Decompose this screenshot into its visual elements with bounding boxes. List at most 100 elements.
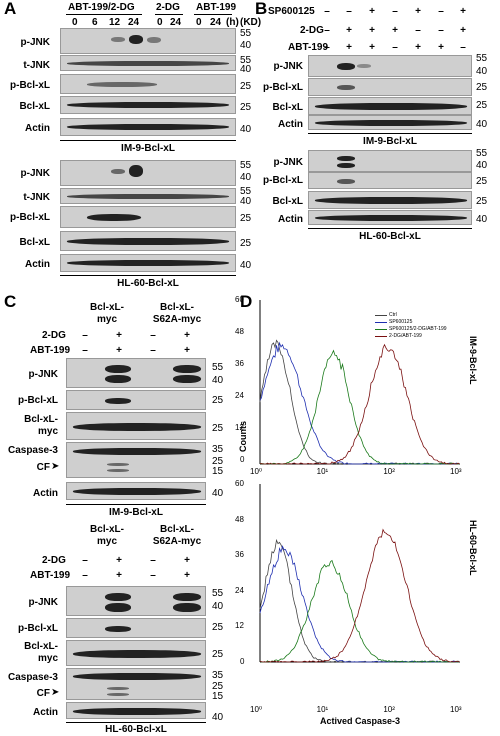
x-tick-label: 10³ (450, 705, 462, 714)
panel-c-bottom-caption: HL-60-Bcl-xL (105, 724, 167, 735)
construct-label: Bcl-xL- (160, 524, 194, 535)
row-label-actin: Actin (25, 259, 50, 270)
blot-actin (66, 482, 206, 500)
panel-a-group-2dg: 2-DG (156, 2, 180, 13)
histogram-curve (259, 559, 460, 663)
x-tick-label: 10¹ (316, 705, 329, 714)
blot-p-jnk (308, 55, 472, 77)
legend-label-triple: SP600125/2-DG/ABT-199 (389, 326, 447, 332)
legend-swatch-sp600125 (375, 322, 387, 323)
mw-marker: 55 (240, 28, 252, 39)
mw-marker: 25 (240, 102, 252, 113)
blot-t-jnk (60, 55, 236, 71)
top-side-label: IM-9-Bcl-xL (468, 336, 478, 385)
x-axis-label: Actived Caspase-3 (319, 716, 401, 726)
treatment-sign: – (392, 42, 398, 53)
time-label: 24 (210, 17, 222, 28)
treatment-sign: + (369, 6, 375, 17)
y-tick-label: 24 (235, 391, 244, 400)
treatment-sign: + (346, 25, 352, 36)
legend-label-2dg-abt: 2-DG/ABT-199 (389, 333, 422, 339)
caption-line (60, 140, 236, 141)
panel-d-letter: D (240, 292, 253, 311)
blot-p-jnk (66, 358, 206, 388)
mw-marker: 25 (240, 81, 252, 92)
treatment-label-abt199: ABT-199 (30, 570, 71, 581)
mw-marker: 55 (476, 148, 488, 159)
mw-marker: 25 (212, 622, 224, 633)
time-label: 24 (170, 17, 182, 28)
mw-marker: 15 (212, 466, 224, 477)
mw-marker: 35 (212, 444, 224, 455)
legend-swatch-2dg-abt (375, 336, 387, 337)
row-label-actin: Actin (33, 707, 58, 718)
x-tick-label: 10¹ (316, 467, 329, 476)
panel-b-top-caption: IM-9-Bcl-xL (363, 136, 417, 147)
mw-marker: 40 (212, 488, 224, 499)
treatment-sign: + (116, 345, 122, 356)
y-tick-label: 36 (235, 550, 244, 560)
blot-p-jnk (66, 586, 206, 616)
mw-marker: 25 (476, 100, 488, 111)
group-underline (194, 14, 232, 15)
blot-p-bcl-xl (66, 390, 206, 410)
arrow-icon: ➤ (51, 461, 60, 472)
row-label-p-jnk: p-JNK (28, 369, 58, 380)
x-tick-label: 10³ (450, 467, 462, 476)
row-label-bcl-xl: Bcl-xL (272, 102, 303, 113)
legend-label-ctrl: Ctrl (389, 312, 397, 318)
y-tick-label: 48 (235, 327, 244, 336)
time-label: 0 (157, 17, 163, 28)
blot-bcl-xl (308, 97, 472, 115)
blot-p-bcl-xl (60, 74, 236, 94)
mw-marker: 55 (240, 186, 252, 197)
x-tick-label: 10² (383, 705, 395, 714)
legend-swatch-ctrl (375, 315, 387, 316)
row-label-p-bcl-xl: p-Bcl-xL (18, 623, 58, 634)
treatment-sign: + (369, 25, 375, 36)
blot-p-jnk (60, 28, 236, 54)
blot-actin (60, 254, 236, 272)
mw-marker: 15 (212, 691, 224, 702)
treatment-sign: + (116, 570, 122, 581)
row-label-t-jnk: t-JNK (23, 60, 50, 71)
panel-c-top-caption: IM-9-Bcl-xL (109, 507, 163, 518)
row-label-p-jnk: p-JNK (273, 157, 303, 168)
mw-marker: 55 (476, 53, 488, 64)
treatment-sign: – (150, 345, 156, 356)
row-label-myc: myc (37, 653, 58, 664)
mw-marker: 25 (476, 196, 488, 207)
y-tick-label: 48 (235, 514, 244, 524)
panel-a-group-abt: ABT-199 (196, 2, 237, 13)
mw-marker: 25 (240, 213, 252, 224)
time-label: 24 (128, 17, 140, 28)
mw-marker: 40 (476, 66, 488, 77)
construct-label: S62A-myc (152, 536, 202, 547)
row-label-bcl-xl: Bcl-xL (19, 237, 50, 248)
treatment-label-abt199: ABT-199 (30, 345, 71, 356)
row-label-p-bcl-xl: p-Bcl-xL (263, 175, 303, 186)
mw-marker: 40 (240, 196, 252, 207)
treatment-sign: – (150, 555, 156, 566)
treatment-sign: – (82, 330, 88, 341)
y-tick-label: 36 (235, 359, 244, 368)
row-label-bcl-xl: Bcl-xL (272, 196, 303, 207)
treatment-sign: – (460, 42, 466, 53)
x-tick-label: 10² (383, 467, 395, 476)
panel-b-letter: B (255, 0, 268, 18)
y-tick-label: 12 (235, 423, 244, 432)
treatment-sign: – (324, 25, 330, 36)
mw-marker: 25 (240, 238, 252, 249)
time-label: 6 (92, 17, 98, 28)
row-label-p-jnk: p-JNK (273, 61, 303, 72)
treatment-sign: + (184, 570, 190, 581)
treatment-sign: – (324, 6, 330, 17)
group-underline (155, 14, 183, 15)
y-tick-label: 12 (235, 621, 244, 631)
x-tick-label: 10⁰ (250, 705, 263, 714)
caption-line (308, 228, 472, 229)
panel-c-letter: C (4, 292, 17, 311)
time-label: 0 (196, 17, 202, 28)
row-label-p-bcl-xl: p-Bcl-xL (263, 82, 303, 93)
caption-line (60, 275, 236, 276)
